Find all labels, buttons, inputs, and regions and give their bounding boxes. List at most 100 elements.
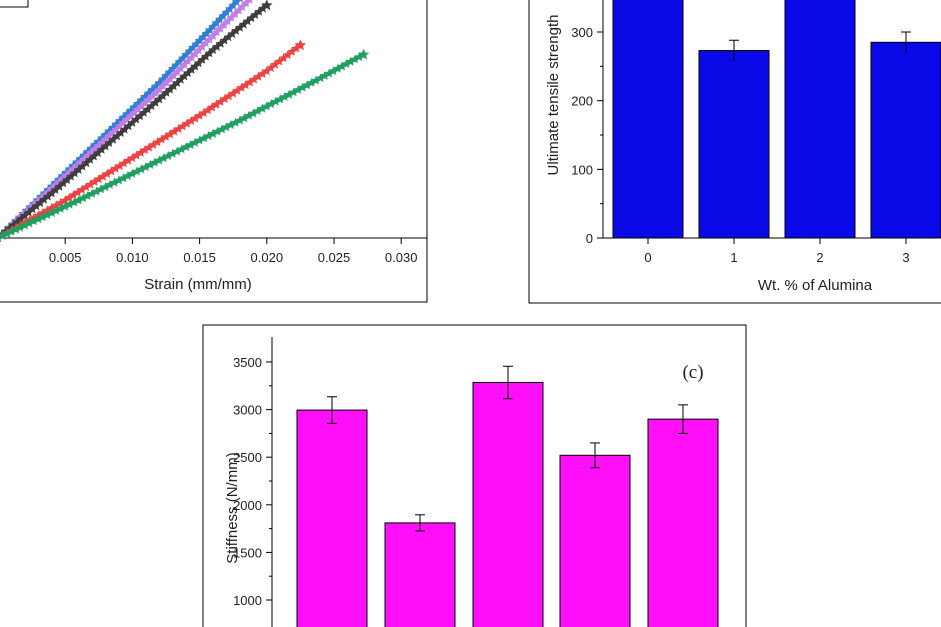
panel-b-bar bbox=[612, 0, 684, 239]
panel-a-series-3-marker bbox=[219, 35, 230, 45]
panel-a-series-5-marker bbox=[141, 162, 151, 172]
panel-a-series-4-marker bbox=[211, 99, 222, 109]
panel-a-series-4-marker bbox=[144, 142, 154, 152]
panel-a-series-3-marker bbox=[54, 181, 65, 191]
panel-a-series-5-marker bbox=[354, 52, 364, 62]
panel-a-series-3-marker bbox=[135, 111, 145, 121]
panel-a-series-5-marker bbox=[87, 188, 97, 198]
panel-b-x-tick-label: 2 bbox=[816, 250, 823, 265]
panel-a-series-3-marker bbox=[239, 19, 249, 29]
panel-a-series-3-marker bbox=[176, 74, 186, 84]
panel-a-series-3-marker bbox=[165, 84, 175, 94]
panel-b-x-ticks: 0 1 2 3 bbox=[644, 238, 910, 265]
panel-a-series-3-marker bbox=[35, 197, 45, 207]
panel-a-series-1-marker bbox=[204, 25, 215, 35]
panel-a-series-5-marker bbox=[60, 201, 70, 211]
panel-a-series-5-end-marker bbox=[357, 48, 370, 60]
panel-a-series-5-marker bbox=[154, 155, 164, 165]
panel-a-series-2-marker bbox=[246, 0, 253, 4]
panel-a-series-3-marker bbox=[112, 131, 122, 141]
panel-a-series-group bbox=[0, 0, 370, 242]
panel-b-x-label: Wt. % of Alumina bbox=[758, 277, 873, 294]
panel-a-series-2-marker bbox=[176, 63, 186, 73]
panel-a-series-3-marker bbox=[24, 207, 34, 217]
panel-a-series-3-marker bbox=[197, 54, 207, 64]
panel-b-x-tick-label: 1 bbox=[730, 250, 737, 265]
panel-a-series-3-marker bbox=[186, 64, 197, 74]
panel-b-y-label: Ultimate tensile strength bbox=[545, 15, 562, 176]
panel-a-series-4-marker bbox=[278, 53, 289, 63]
panel-a-series-5-marker bbox=[82, 191, 93, 200]
panel-a-series-3-marker bbox=[127, 117, 138, 127]
panel-a-series-4-marker bbox=[228, 88, 238, 98]
panel-a-series-5-marker bbox=[266, 99, 276, 109]
panel-a-x-tick-label: 0.005 bbox=[49, 250, 82, 265]
panel-a-series-1-marker bbox=[194, 35, 205, 45]
panel-a-series-3-marker bbox=[146, 101, 157, 111]
panel-b-y-tick-label: 0 bbox=[586, 231, 593, 246]
panel-a-series-3-marker bbox=[96, 144, 107, 154]
panel-a-series-3-marker bbox=[223, 32, 234, 42]
panel-c-y-tick-label: 1500 bbox=[233, 545, 262, 560]
panel-a-series-4-marker bbox=[136, 147, 146, 157]
panel-a-series-3-marker bbox=[123, 121, 134, 131]
panel-a-series-4-marker bbox=[173, 124, 184, 134]
panel-a-series-4-marker bbox=[77, 184, 87, 194]
panel-c-bar bbox=[296, 409, 368, 627]
panel-a-series-5-marker bbox=[20, 220, 30, 230]
panel-a-series-3-marker bbox=[139, 107, 149, 117]
panel-a-series-5-marker bbox=[176, 144, 187, 154]
panel-a-series-5-marker bbox=[109, 177, 120, 187]
panel-a-series-4 bbox=[0, 39, 307, 242]
panel-a-series-4-marker bbox=[262, 66, 272, 76]
panel-a-series-2-marker bbox=[161, 77, 172, 87]
panel-a-series-4-marker bbox=[56, 197, 66, 207]
panel-a-series-4-marker bbox=[236, 82, 247, 92]
panel-a-series-5-marker bbox=[320, 70, 330, 80]
panel-a-series-4-marker bbox=[98, 171, 108, 181]
panel-a-series-2-marker bbox=[183, 56, 193, 66]
panel-a-series-5-marker bbox=[199, 133, 209, 143]
panel-a-series-3-marker bbox=[246, 13, 257, 23]
panel-a-series-5-marker bbox=[345, 56, 356, 66]
panel-a-series-3-marker bbox=[212, 41, 222, 51]
panel-a-series-2-marker bbox=[222, 16, 233, 26]
panel-a-series-5-marker bbox=[328, 66, 339, 76]
panel-a-series-2-marker bbox=[219, 20, 229, 29]
panel-a-series-5-marker bbox=[132, 166, 142, 176]
panel-a-series-4-marker bbox=[119, 158, 129, 168]
panel-a-series-5-marker bbox=[288, 87, 299, 97]
panel-a-series-3-marker bbox=[16, 213, 26, 223]
panel-b-x-tick-label: 3 bbox=[902, 250, 909, 265]
panel-a-series-2-marker bbox=[233, 5, 244, 15]
panel-a-series-4-marker bbox=[224, 91, 234, 101]
panel-a-series-5-marker bbox=[262, 101, 272, 111]
panel-a-series-4-marker bbox=[152, 137, 163, 147]
panel-a-series-3-marker bbox=[89, 151, 99, 161]
panel-a-series-5-marker bbox=[315, 73, 326, 83]
panel-a-series-1-marker bbox=[208, 21, 218, 31]
panel-a-series-3-marker bbox=[204, 48, 215, 58]
panel-a-series-4-marker bbox=[291, 43, 301, 53]
panel-c: 1000 1500 2000 2500 3000 3500 (c) Stiffness (… bbox=[202, 324, 747, 627]
panel-a-series-5-marker bbox=[24, 218, 35, 228]
panel-a-series-1-marker bbox=[211, 18, 222, 27]
panel-a-series-4-marker bbox=[199, 108, 209, 118]
panel-c-bars bbox=[296, 365, 719, 627]
panel-a-series-3-marker bbox=[179, 71, 190, 81]
panel-a-series-5-marker bbox=[15, 222, 26, 232]
panel-a-series-4-marker bbox=[140, 145, 150, 155]
panel-a-series-2-marker bbox=[82, 150, 93, 160]
panel-a-series-5-marker bbox=[42, 210, 52, 220]
panel-a-series-2-marker bbox=[212, 27, 222, 37]
panel-a-series-2-marker bbox=[168, 70, 179, 80]
panel-a-series-3-end-marker bbox=[261, 0, 273, 11]
panel-a-series-3-marker bbox=[20, 210, 30, 220]
panel-a-series-5-marker bbox=[311, 75, 321, 85]
panel-a-series-5-marker bbox=[96, 184, 106, 194]
panel-a-series-4-marker bbox=[161, 131, 171, 141]
panel-c-bar bbox=[647, 418, 719, 627]
panel-c-bar bbox=[384, 522, 456, 627]
panel-a-series-4-marker bbox=[274, 56, 285, 66]
panel-a-series-5-marker bbox=[271, 96, 281, 106]
